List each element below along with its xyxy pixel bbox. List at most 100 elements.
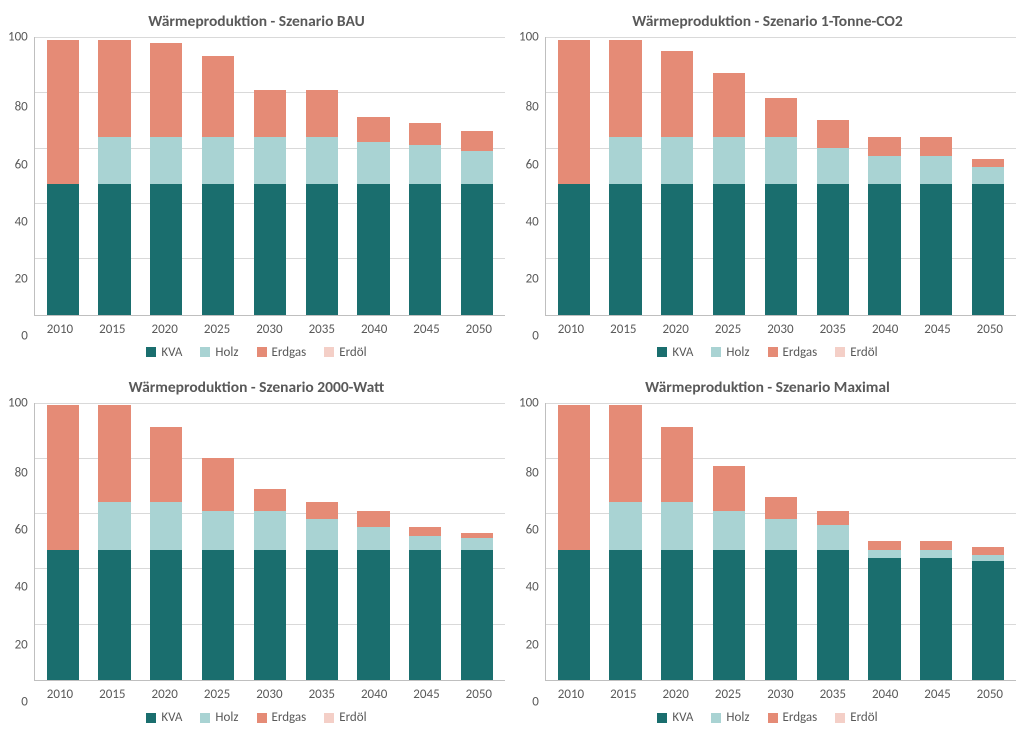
bar: [357, 37, 389, 315]
x-tick: 2040: [348, 687, 400, 702]
x-tick: 2025: [191, 687, 243, 702]
bar-segment-erdgas: [47, 40, 79, 184]
legend-label: Erdgas: [783, 710, 818, 725]
y-tick: 0: [21, 695, 28, 708]
legend-label: Erdgas: [272, 345, 307, 360]
legend-label: KVA: [672, 345, 693, 360]
bar-segment-holz: [306, 137, 338, 184]
y-tick: 40: [15, 215, 28, 228]
bar-segment-kva: [357, 550, 389, 680]
y-tick: 100: [8, 396, 28, 409]
legend-swatch: [711, 713, 721, 723]
legend-item-erdgas: Erdgas: [257, 710, 307, 725]
plot-column: 201020152020202520302035204020452050: [34, 403, 505, 703]
y-tick: 60: [526, 524, 539, 537]
bar-segment-holz: [713, 511, 745, 550]
bar-segment-erdgas: [920, 137, 952, 156]
legend-item-holz: Holz: [711, 345, 749, 360]
bar: [409, 37, 441, 315]
bar: [409, 403, 441, 681]
x-tick: 2045: [400, 687, 452, 702]
bar-segment-erdgas: [202, 56, 234, 136]
bar: [972, 403, 1004, 681]
bar: [47, 403, 79, 681]
bar: [202, 403, 234, 681]
bar: [558, 37, 590, 315]
legend-item-kva: KVA: [657, 710, 693, 725]
x-tick: 2030: [754, 322, 806, 337]
chart-panel-watt: Wärmeproduktion - Szenario 2000-Watt1008…: [8, 378, 505, 726]
bar-segment-holz: [357, 527, 389, 549]
bar-segment-erdgas: [357, 511, 389, 528]
x-axis: 201020152020202520302035204020452050: [34, 316, 505, 337]
bar: [817, 37, 849, 315]
bar-segment-holz: [202, 137, 234, 184]
bar: [920, 403, 952, 681]
bar: [357, 403, 389, 681]
bar-segment-kva: [713, 184, 745, 314]
x-tick: 2020: [650, 687, 702, 702]
legend: KVAHolzErdgasErdöl: [657, 345, 877, 360]
bar-segment-holz: [98, 137, 130, 184]
legend-item-erdol: Erdöl: [835, 345, 877, 360]
bar-segment-erdgas: [357, 117, 389, 142]
bar-segment-erdgas: [972, 547, 1004, 555]
x-tick: 2030: [754, 687, 806, 702]
legend-label: Holz: [726, 710, 749, 725]
bar-segment-erdgas: [461, 131, 493, 150]
bar-segment-holz: [202, 511, 234, 550]
bar-segment-erdgas: [661, 427, 693, 502]
legend-item-holz: Holz: [200, 710, 238, 725]
bar-segment-kva: [409, 550, 441, 680]
y-tick: 20: [15, 638, 28, 651]
legend-label: Erdöl: [850, 345, 877, 360]
x-axis: 201020152020202520302035204020452050: [545, 681, 1016, 702]
y-tick: 100: [519, 31, 539, 44]
plot: [34, 37, 505, 316]
legend-swatch: [200, 713, 210, 723]
legend-label: KVA: [672, 710, 693, 725]
bar: [254, 403, 286, 681]
x-tick: 2045: [400, 322, 452, 337]
bar-segment-holz: [461, 538, 493, 549]
x-tick: 2050: [453, 687, 505, 702]
bar-segment-erdgas: [765, 497, 797, 519]
legend-swatch: [324, 713, 334, 723]
bar-segment-kva: [306, 184, 338, 314]
bar-segment-erdgas: [713, 73, 745, 137]
bar: [461, 37, 493, 315]
y-tick: 0: [532, 695, 539, 708]
plot-column: 201020152020202520302035204020452050: [34, 37, 505, 337]
bar-segment-holz: [765, 137, 797, 184]
bar-segment-erdgas: [920, 541, 952, 549]
bar-segment-erdgas: [558, 40, 590, 184]
y-tick: 80: [526, 101, 539, 114]
legend-label: Erdgas: [272, 710, 307, 725]
x-tick: 2015: [86, 322, 138, 337]
bar: [713, 403, 745, 681]
x-tick: 2010: [34, 687, 86, 702]
legend-label: Holz: [726, 345, 749, 360]
legend-item-erdgas: Erdgas: [257, 345, 307, 360]
bar-segment-kva: [150, 550, 182, 680]
plot-column: 201020152020202520302035204020452050: [545, 403, 1016, 703]
bar-segment-erdgas: [150, 43, 182, 137]
bar: [972, 37, 1004, 315]
bar-segment-kva: [254, 550, 286, 680]
bar-segment-holz: [817, 525, 849, 550]
bar-segment-kva: [765, 550, 797, 680]
x-tick: 2040: [859, 322, 911, 337]
bar: [47, 37, 79, 315]
legend-swatch: [146, 347, 156, 357]
bar-segment-kva: [202, 550, 234, 680]
x-tick: 2050: [964, 322, 1016, 337]
bar-segment-kva: [661, 550, 693, 680]
bar: [558, 403, 590, 681]
chart-area: 1008060402002010201520202025203020352040…: [519, 403, 1016, 703]
bar-segment-kva: [817, 184, 849, 314]
bar-segment-holz: [609, 137, 641, 184]
x-axis: 201020152020202520302035204020452050: [545, 316, 1016, 337]
legend-swatch: [200, 347, 210, 357]
bar-segment-kva: [868, 184, 900, 314]
bar-segment-holz: [150, 502, 182, 549]
